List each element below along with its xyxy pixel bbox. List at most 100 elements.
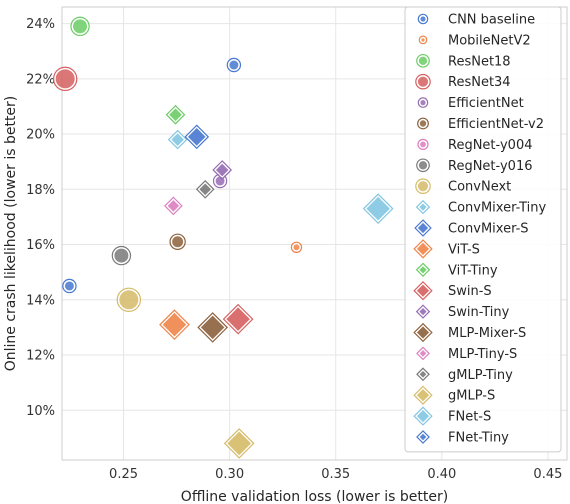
legend-marker-fill: [417, 264, 429, 275]
point-17-ring: [195, 179, 215, 199]
legend-marker-ring: [416, 346, 430, 361]
point-3: [52, 66, 78, 92]
point-9-ring: [167, 129, 188, 150]
legend-label: ViT-Tiny: [448, 263, 498, 278]
legend-marker-ring: [417, 13, 429, 25]
legend-marker: [415, 199, 431, 215]
point-11-ring: [159, 309, 190, 341]
legend-label: MLP-Tiny-S: [448, 347, 517, 362]
legend-marker-ring: [416, 367, 430, 382]
y-axis-ticks: 10% 12% 14% 16% 18% 20% 22% 24%: [26, 17, 55, 419]
legend-marker: [415, 178, 431, 194]
point-0-fill: [228, 59, 240, 71]
point-13-fill: [224, 305, 252, 333]
legend-marker-fill: [418, 369, 428, 380]
legend-marker-fill: [415, 387, 431, 403]
legend-marker: [413, 239, 433, 259]
y-tick-label: 14%: [26, 293, 55, 308]
y-tick-label: 10%: [26, 404, 55, 419]
legend-marker-ring: [415, 178, 431, 194]
legend-item: ConvMixer-S: [414, 219, 529, 237]
legend-label: ResNet18: [448, 54, 511, 69]
legend-marker-ring: [416, 53, 430, 68]
point-5-ring: [169, 233, 186, 250]
legend-item: CNN baseline: [417, 13, 535, 28]
legend-item: FNet-S: [413, 406, 491, 426]
legend: CNN baseline MobileNetV2 ResNet18 ResNet34 E…: [404, 6, 562, 453]
x-tick-label: 0.25: [109, 467, 138, 482]
y-axis-label: Online crash likelihood (lower is better…: [3, 96, 19, 372]
legend-item: MLP-Tiny-S: [416, 346, 517, 362]
legend-marker: [418, 35, 428, 45]
y-tick-label: 24%: [26, 17, 55, 32]
point-0-ring: [226, 57, 242, 73]
legend-marker-fill: [419, 15, 427, 23]
legend-marker: [417, 138, 429, 151]
legend-marker-ring: [413, 385, 433, 405]
legend-marker-fill: [415, 324, 431, 341]
point-9-fill: [169, 131, 186, 148]
x-axis-ticks: 0.25 0.30 0.35 0.40 0.45: [109, 467, 562, 482]
legend-marker-fill: [416, 180, 430, 193]
legend-label: gMLP-S: [448, 389, 495, 404]
legend-marker-ring: [413, 322, 433, 343]
point-0: [226, 57, 242, 73]
legend-item: MobileNetV2: [418, 33, 531, 48]
legend-marker-ring: [413, 406, 433, 426]
legend-marker: [413, 281, 433, 301]
legend-label: ConvMixer-Tiny: [448, 201, 546, 216]
legend-marker: [415, 73, 431, 90]
legend-marker: [413, 322, 433, 343]
legend-item: Swin-S: [413, 281, 492, 301]
legend-marker: [416, 158, 430, 173]
x-axis-label: Offline validation loss (lower is better…: [181, 489, 448, 504]
legend-marker: [417, 13, 429, 25]
point-8: [116, 287, 142, 312]
legend-item: EfficientNet-v2: [417, 117, 544, 132]
point-12: [165, 104, 186, 125]
legend-marker: [413, 385, 433, 405]
point-16-fill: [166, 198, 181, 214]
point-15-ring: [197, 312, 228, 343]
legend-label: EfficientNet-v2: [448, 117, 544, 132]
legend-marker-fill: [417, 55, 429, 66]
point-1-ring: [290, 241, 303, 254]
point-13: [222, 303, 254, 335]
legend-label: MobileNetV2: [448, 33, 531, 48]
legend-marker: [415, 304, 431, 319]
point-12-ring: [165, 104, 186, 125]
point-16-ring: [164, 196, 183, 216]
legend-label: FNet-S: [448, 410, 491, 425]
legend-label: EfficientNet: [448, 96, 524, 111]
legend-marker-fill: [416, 221, 430, 235]
legend-item: ViT-S: [413, 239, 480, 259]
point-0-ring: [62, 278, 77, 294]
point-0: [62, 278, 77, 294]
plot-frame: [61, 6, 568, 461]
point-10: [184, 124, 210, 150]
point-8-fill: [118, 289, 140, 311]
y-tick-label: 22%: [26, 72, 55, 87]
legend-label: ResNet34: [448, 75, 511, 90]
legend-marker-ring: [418, 35, 428, 45]
point-18: [223, 428, 255, 459]
point-17: [195, 179, 215, 199]
point-14-fill: [214, 162, 230, 178]
legend-marker-ring: [415, 262, 431, 277]
legend-marker-fill: [417, 160, 429, 171]
point-10-fill: [186, 126, 207, 148]
legend-marker-fill: [418, 119, 428, 128]
point-16: [164, 196, 183, 216]
legend-marker: [417, 97, 429, 108]
point-18-fill: [225, 430, 253, 457]
point-7: [111, 245, 132, 266]
legend-marker-fill: [415, 408, 431, 424]
point-19-ring: [362, 193, 394, 224]
legend-marker-fill: [415, 241, 431, 257]
point-11: [159, 309, 190, 341]
point-14-ring: [212, 160, 233, 180]
legend-marker-ring: [417, 138, 429, 151]
legend-label: FNet-Tiny: [448, 431, 509, 446]
legend-item: gMLP-Tiny: [416, 367, 513, 383]
